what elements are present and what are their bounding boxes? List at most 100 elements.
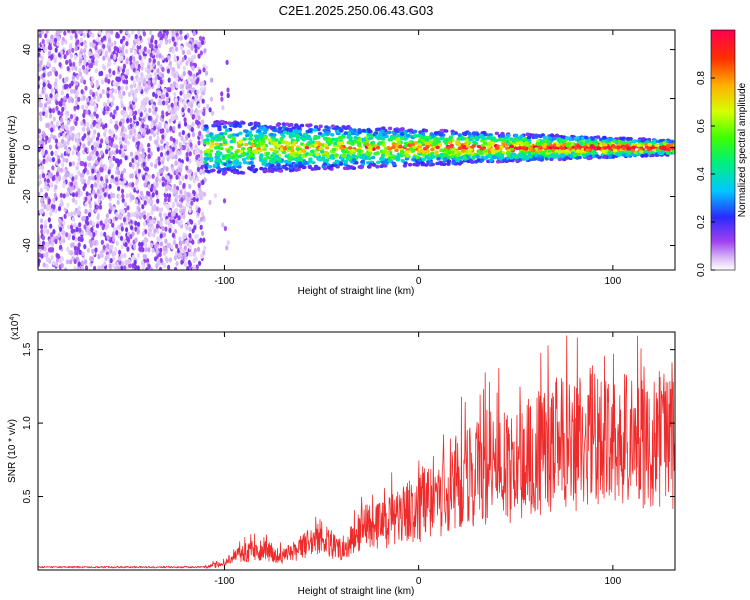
heatmap-cell [259,166,264,171]
heatmap-cell [74,85,78,91]
heatmap-cell [89,220,93,226]
heatmap-cell [108,183,112,189]
heatmap-cell [131,63,136,69]
heatmap-cell [209,96,213,102]
heatmap-cell [137,133,141,139]
heatmap-cell [192,251,196,257]
heatmap-cell [137,108,141,114]
heatmap-cell [119,144,123,150]
heatmap-cell [317,131,323,136]
heatmap-cell [444,129,449,133]
heatmap-cell [222,125,228,129]
heatmap-cell [91,42,95,49]
heatmap-cell [60,97,64,103]
heatmap-cell [145,74,149,80]
heatmap-cell [62,238,66,244]
heatmap-cell [88,199,92,205]
heatmap-cell [99,166,103,173]
heatmap-cell [407,143,412,147]
heatmap-cell [106,99,110,105]
heatmap-cell [108,263,112,269]
heatmap-cell [545,151,550,156]
heatmap-cell [202,191,207,197]
heatmap-cell [119,38,124,45]
heatmap-cell [38,191,41,198]
heatmap-cell [74,99,78,106]
heatmap-cell [256,146,261,151]
heatmap-cell [54,150,58,156]
heatmap-cell [122,63,126,70]
heatmap-cell [77,170,81,176]
heatmap-cell [207,152,213,157]
heatmap-cell [318,124,323,129]
heatmap-cell [190,77,194,83]
heatmap-cell [407,128,412,133]
heatmap-cell [275,123,281,127]
heatmap-cell [131,182,135,188]
heatmap-cell [136,70,140,76]
heatmap-cell [52,116,56,122]
heatmap-cell [101,194,105,201]
heatmap-cell [425,145,430,149]
heatmap-cell [49,247,53,253]
heatmap-cell [396,133,401,138]
heatmap-cell [57,232,61,238]
heatmap-cell [446,162,451,166]
heatmap-cell [125,59,129,65]
heatmap-cell [67,211,71,217]
heatmap-cell [241,121,246,125]
heatmap-cell [313,136,319,140]
heatmap-cell [38,93,43,99]
heatmap-cell [170,102,174,108]
heatmap-cell [78,222,82,228]
heatmap-cell [111,251,115,257]
heatmap-cell [204,169,209,173]
heatmap-cell [90,145,95,151]
heatmap-cell [144,98,148,104]
heatmap-cell [145,194,149,200]
heatmap-cell [84,85,88,91]
heatmap-cell [201,98,205,104]
heatmap-cell [167,77,171,83]
heatmap-cell [217,125,222,129]
heatmap-cell [366,156,372,160]
heatmap-cell [159,221,163,228]
heatmap-cell [109,178,114,184]
heatmap-cell [105,136,109,142]
heatmap-cell [65,192,69,198]
heatmap-cell [120,253,124,259]
heatmap-cell [171,232,175,238]
heatmap-cell [84,201,88,207]
heatmap-cell [71,161,76,167]
heatmap-cell [70,125,74,132]
heatmap-cell [612,148,618,153]
heatmap-cell [129,110,133,116]
heatmap-cell [179,90,183,96]
heatmap-cell [287,146,292,151]
heatmap-cell [198,130,202,136]
heatmap-cell [112,217,116,223]
heatmap-cell [118,249,122,255]
heatmap-cell [44,93,49,99]
heatmap-cell [117,186,121,192]
heatmap-cell [84,147,88,153]
heatmap-cell [63,95,67,101]
heatmap-cell [586,156,591,161]
heatmap-cell [205,134,210,138]
heatmap-cell [66,30,71,33]
heatmap-cell [190,45,194,51]
heatmap-cell [44,192,48,198]
heatmap-cell [145,237,149,243]
heatmap-cell [62,101,66,107]
heatmap-cell [230,165,235,170]
heatmap-cell [141,260,145,266]
heatmap-cell [97,49,101,55]
heatmap-cell [237,154,243,159]
heatmap-cell [133,259,137,266]
heatmap-cell [375,127,380,132]
heatmap-cell [45,135,49,141]
heatmap-cell [66,110,70,116]
heatmap-cell [201,211,205,217]
heatmap-cell [139,190,144,196]
heatmap-cell [292,133,297,138]
